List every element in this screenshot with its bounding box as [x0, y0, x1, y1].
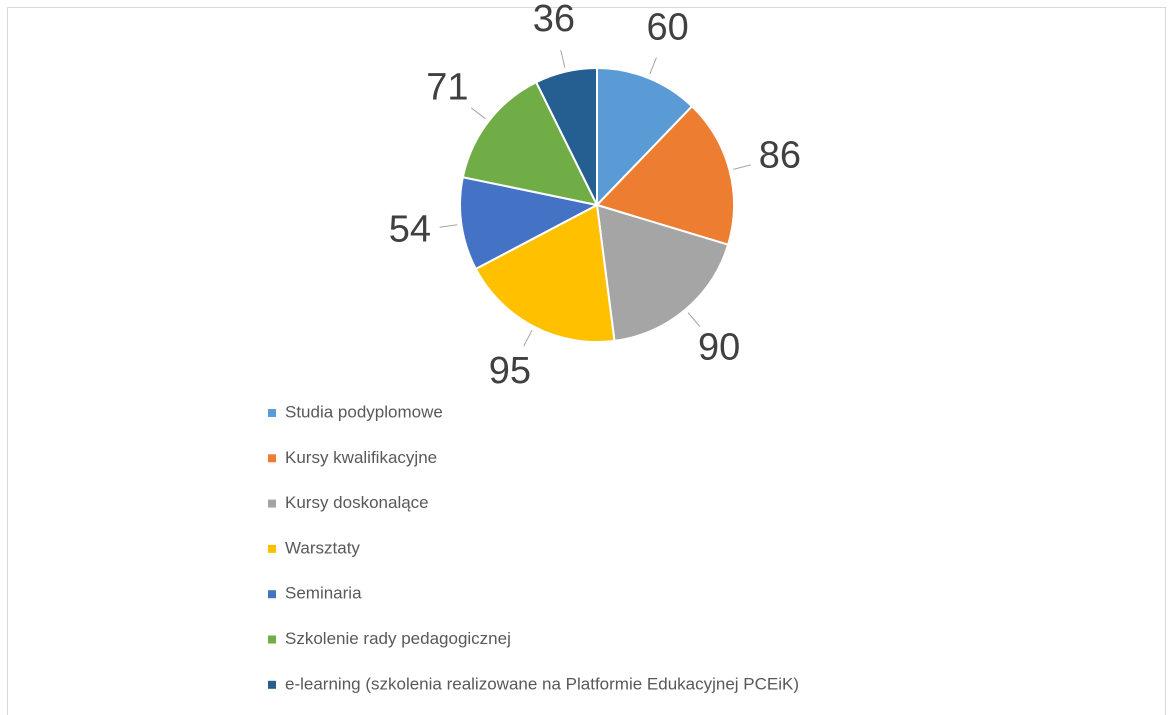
- leader-line: [523, 329, 533, 347]
- pie-slice: [596, 66, 694, 208]
- data-label: 86: [759, 134, 801, 176]
- data-label: 71: [426, 66, 468, 108]
- legend-text: Kursy kwalifikacyjne: [285, 448, 437, 467]
- data-label: 95: [489, 350, 531, 392]
- pie-slice: [595, 104, 735, 246]
- data-label: 60: [647, 7, 689, 49]
- pie-slice: [595, 203, 730, 343]
- legend-text: Szkolenie rady pedagogicznej: [285, 629, 511, 648]
- pie-slice: [459, 176, 600, 271]
- leader-line: [649, 57, 657, 75]
- pie-slice: [461, 80, 599, 207]
- data-label: 54: [389, 208, 431, 250]
- data-label: 36: [533, 0, 575, 40]
- legend-text: Studia podyplomowe: [285, 402, 443, 421]
- legend-marker: [268, 680, 276, 689]
- legend-marker: [268, 590, 276, 599]
- legend-marker: [268, 544, 276, 553]
- legend-marker: [268, 454, 276, 463]
- legend-marker: [268, 499, 276, 508]
- leader-line: [560, 50, 566, 68]
- data-label: 90: [698, 326, 740, 368]
- pie-slice: [534, 66, 598, 206]
- legend-marker: [268, 409, 276, 417]
- leader-line: [470, 107, 486, 120]
- legend-text: Seminaria: [285, 584, 362, 603]
- pie-slice: [474, 203, 616, 343]
- leader-line: [687, 312, 701, 327]
- legend-marker: [268, 635, 276, 644]
- legend-text: Warsztaty: [285, 538, 360, 557]
- leader-line: [439, 224, 458, 228]
- legend-text: Kursy doskonalące: [285, 493, 429, 512]
- legend-text: e-learning (szkolenia realizowane na Pla…: [285, 674, 799, 693]
- leader-line: [733, 164, 751, 170]
